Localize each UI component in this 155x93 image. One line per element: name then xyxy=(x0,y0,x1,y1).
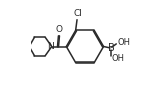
Text: Cl: Cl xyxy=(73,9,82,18)
Text: N: N xyxy=(47,42,54,51)
Text: B: B xyxy=(108,43,114,53)
Text: OH: OH xyxy=(118,38,131,47)
Text: OH: OH xyxy=(111,54,124,63)
Text: O: O xyxy=(56,25,63,34)
